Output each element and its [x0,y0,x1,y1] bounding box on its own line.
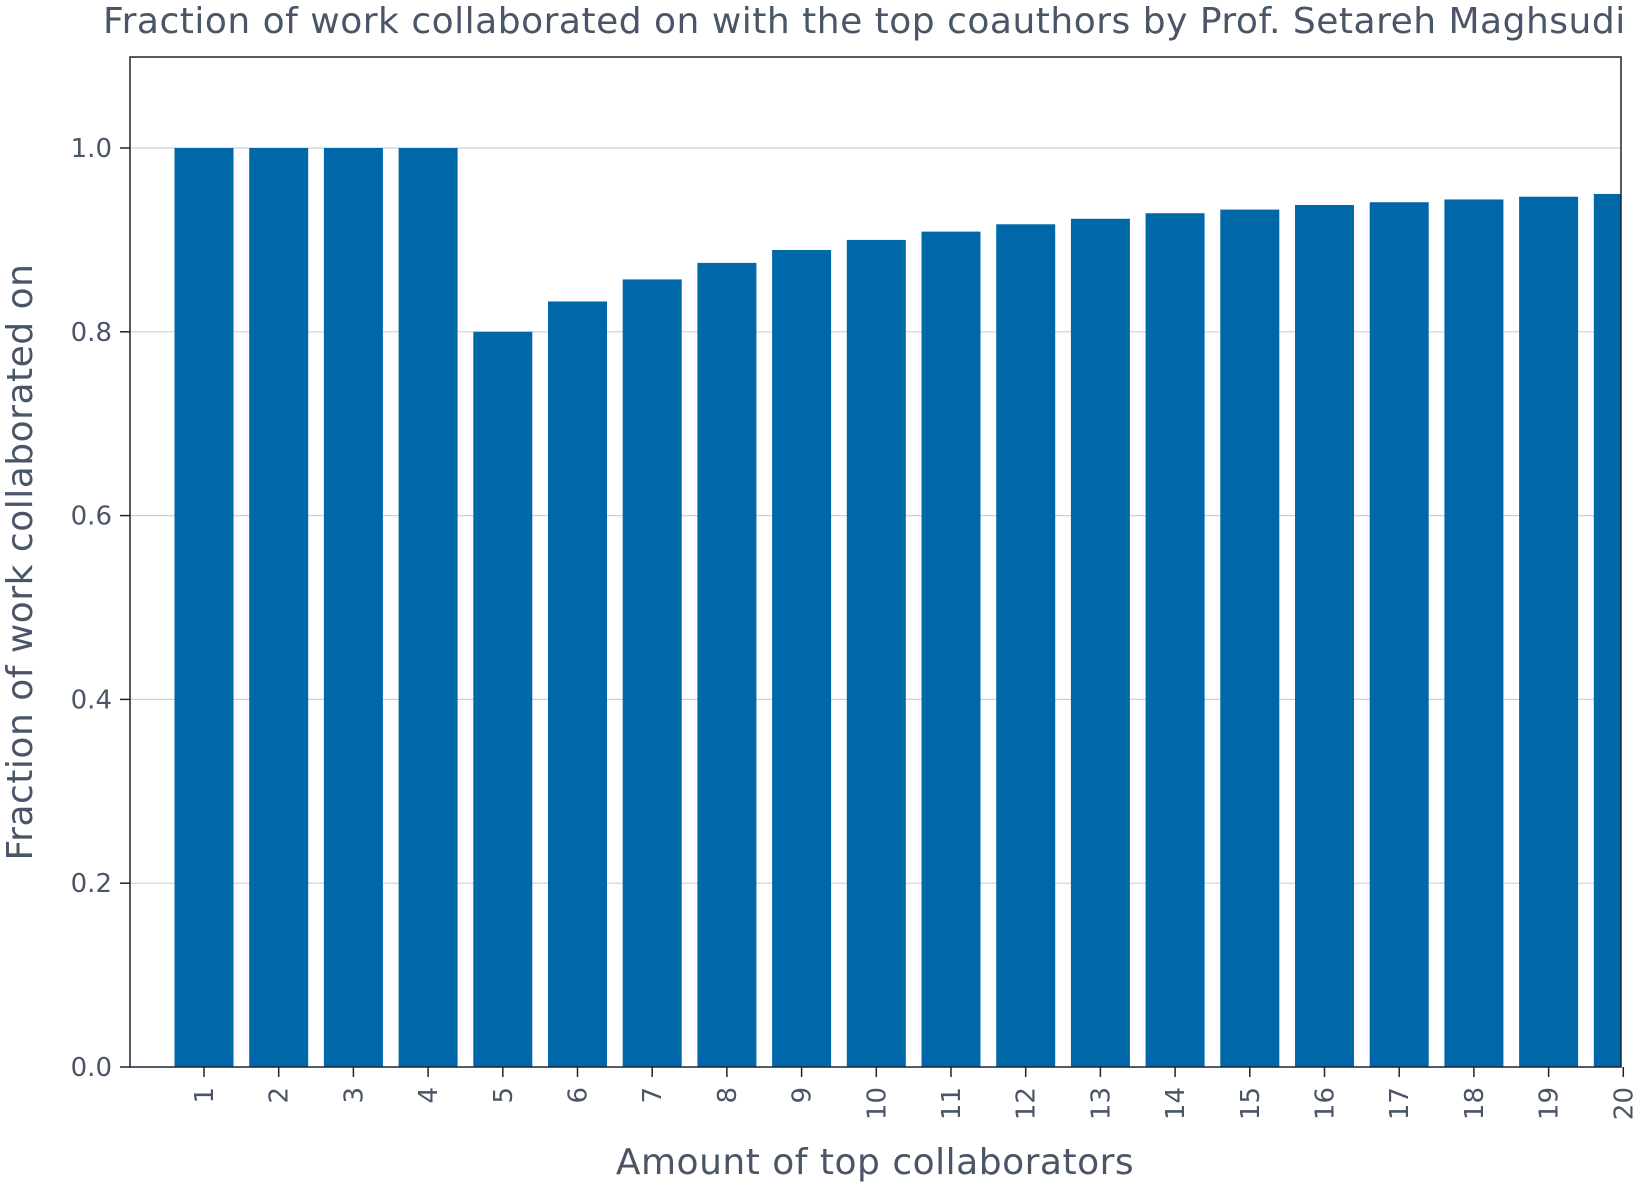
x-tick-label: 13 [1086,1087,1116,1120]
bar-6 [548,301,607,1067]
x-tick-label: 16 [1311,1087,1341,1120]
x-tick-label: 4 [414,1087,444,1104]
bar-4 [398,148,458,1067]
x-tick-label: 1 [190,1087,220,1104]
x-tick-label: 7 [638,1087,668,1104]
x-tick-label: 11 [937,1087,967,1120]
x-tick-label: 6 [564,1087,594,1104]
x-tick-label: 17 [1385,1087,1415,1120]
y-axis-ticks: 0.0 0.2 0.4 0.6 0.8 1.0 [71,134,130,1083]
x-tick-label: 15 [1236,1087,1266,1120]
x-tick-label: 10 [862,1087,892,1120]
y-tick-label: 0.6 [71,502,112,532]
x-tick-label: 2 [265,1087,295,1104]
chart-title: Fraction of work collaborated on with th… [103,1,1626,42]
x-tick-label: 20 [1609,1087,1639,1120]
y-tick-label: 0.0 [71,1053,112,1083]
bar-7 [622,279,682,1067]
bar-15 [1220,209,1280,1067]
y-tick-label: 0.2 [71,869,112,899]
bar-18 [1444,199,1504,1068]
bar-13 [1070,218,1130,1067]
y-tick-label: 0.8 [71,318,112,348]
bar-19 [1519,196,1579,1067]
x-axis-ticks: 1 2 3 4 5 6 7 8 9 10 11 12 13 14 15 16 17 18 19 20 [190,1067,1639,1120]
bar-5 [473,331,533,1067]
y-axis-label: Fraction of work collaborated on [0,264,41,861]
x-tick-label: 14 [1161,1087,1191,1120]
bars [174,148,1621,1068]
x-tick-label: 3 [339,1087,369,1104]
x-tick-label: 12 [1012,1087,1042,1120]
bar-1 [174,148,234,1067]
x-tick-label: 8 [713,1087,743,1104]
bar-11 [921,231,981,1067]
x-axis-label: Amount of top collaborators [616,1142,1134,1183]
y-tick-label: 0.4 [71,685,112,715]
bar-16 [1295,204,1354,1067]
y-tick-label: 1.0 [71,134,112,164]
x-tick-label: 19 [1535,1087,1565,1120]
bar-3 [323,148,383,1067]
bar-10 [846,239,906,1067]
x-tick-label: 18 [1460,1087,1490,1120]
bar-14 [1145,213,1205,1067]
bar-20 [1593,193,1621,1067]
x-tick-label: 5 [489,1087,519,1104]
plot-area-frame [129,56,1622,1068]
bar-2 [249,148,309,1067]
bar-9 [772,250,832,1067]
x-tick-label: 9 [788,1087,818,1104]
bar-17 [1369,202,1429,1067]
bar-8 [697,262,757,1067]
bar-12 [996,224,1056,1068]
